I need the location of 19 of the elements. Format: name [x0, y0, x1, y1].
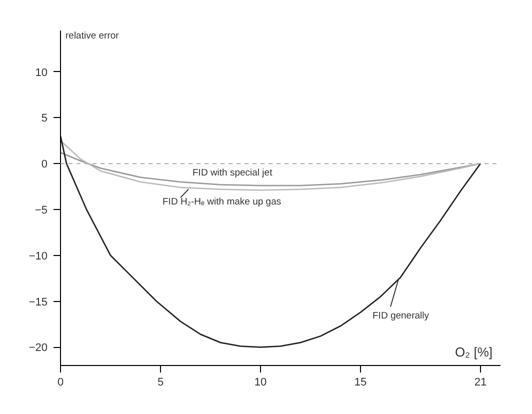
y-tick-label: −15 [28, 296, 48, 308]
y-tick-label: 0 [41, 158, 48, 171]
y-tick-label: −5 [34, 204, 48, 216]
line-series [60, 140, 482, 191]
y-axis-title: relative error [66, 30, 119, 42]
x-tick-label: 10 [254, 376, 267, 388]
series-label: FID H₂-Hₑ with make up gas [162, 196, 282, 208]
series-label: FID generally [372, 310, 430, 322]
line-series [60, 135, 482, 348]
y-tick-label: −10 [28, 250, 48, 262]
y-tick-label: 5 [41, 112, 48, 125]
x-tick-label: 5 [157, 376, 164, 388]
series-label: FID with special jet [192, 167, 273, 178]
y-tick-label: −20 [28, 342, 48, 354]
x-tick-label: 0 [57, 376, 64, 388]
x-tick-label: 15 [354, 376, 367, 388]
y-tick-label: 10 [35, 66, 48, 79]
x-axis-title: O₂ [%] [454, 344, 493, 360]
x-tick-label: 21 [474, 376, 487, 388]
